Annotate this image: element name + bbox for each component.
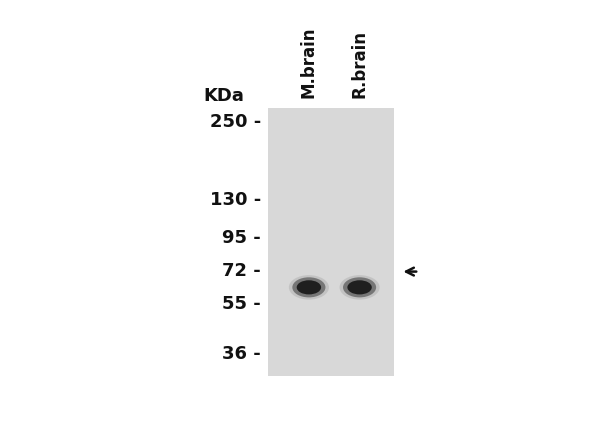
Ellipse shape	[340, 275, 380, 300]
Text: R.brain: R.brain	[350, 30, 368, 98]
Bar	[268, 108, 394, 376]
Text: 95 -: 95 -	[222, 229, 261, 247]
Text: 130 -: 130 -	[210, 191, 261, 210]
Text: 250 -: 250 -	[210, 113, 261, 131]
Text: 55 -: 55 -	[222, 295, 261, 313]
Ellipse shape	[343, 277, 376, 297]
Ellipse shape	[292, 277, 325, 297]
Text: 36 -: 36 -	[222, 346, 261, 363]
Text: M.brain: M.brain	[300, 27, 318, 98]
Ellipse shape	[296, 280, 321, 294]
Ellipse shape	[347, 280, 372, 294]
Ellipse shape	[289, 275, 329, 300]
Text: KDa: KDa	[203, 87, 244, 105]
Text: 72 -: 72 -	[222, 262, 261, 281]
